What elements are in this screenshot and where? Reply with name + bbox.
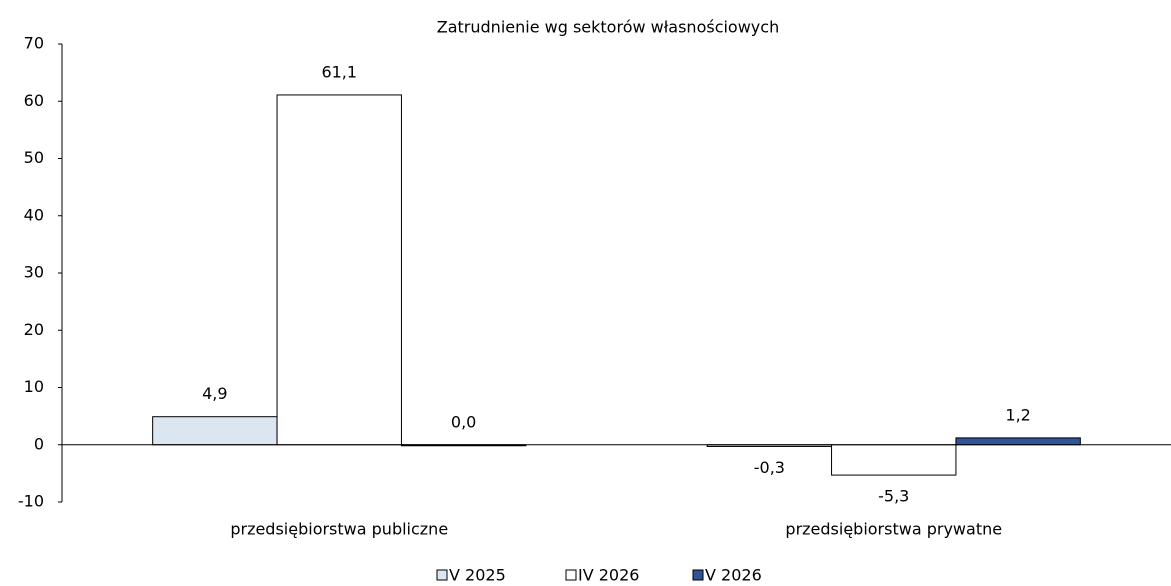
x-tick-label: przedsiębiorstwa publiczne [230,520,448,539]
y-tick-label: 20 [24,320,44,339]
legend-swatch [565,569,577,581]
data-label: -0,3 [754,458,785,477]
y-tick-label: 50 [24,148,44,167]
data-label: 61,1 [321,62,357,81]
bar [152,416,278,446]
legend-swatch [692,569,704,581]
y-tick-label: 60 [24,91,44,110]
legend-swatch [436,569,448,581]
data-label: 0,0 [451,412,476,431]
y-tick-label: -10 [18,492,44,511]
data-label: -5,3 [878,487,909,506]
legend-label: V 2025 [449,566,506,585]
data-label: 1,2 [1005,405,1030,424]
y-tick-label: 30 [24,263,44,282]
chart-title: Zatrudnienie wg sektorów własnościowych [437,18,779,37]
y-tick-label: 0 [34,434,44,453]
y-tick-label: 10 [24,377,44,396]
bar [831,444,957,476]
bar [276,94,402,446]
x-tick-label: przedsiębiorstwa prywatne [785,520,1002,539]
legend-label: IV 2026 [578,566,639,585]
y-tick-label: 40 [24,205,44,224]
bar [955,437,1081,446]
y-tick-label: 70 [24,34,44,53]
data-label: 4,9 [202,384,227,403]
legend-label: V 2026 [705,566,762,585]
